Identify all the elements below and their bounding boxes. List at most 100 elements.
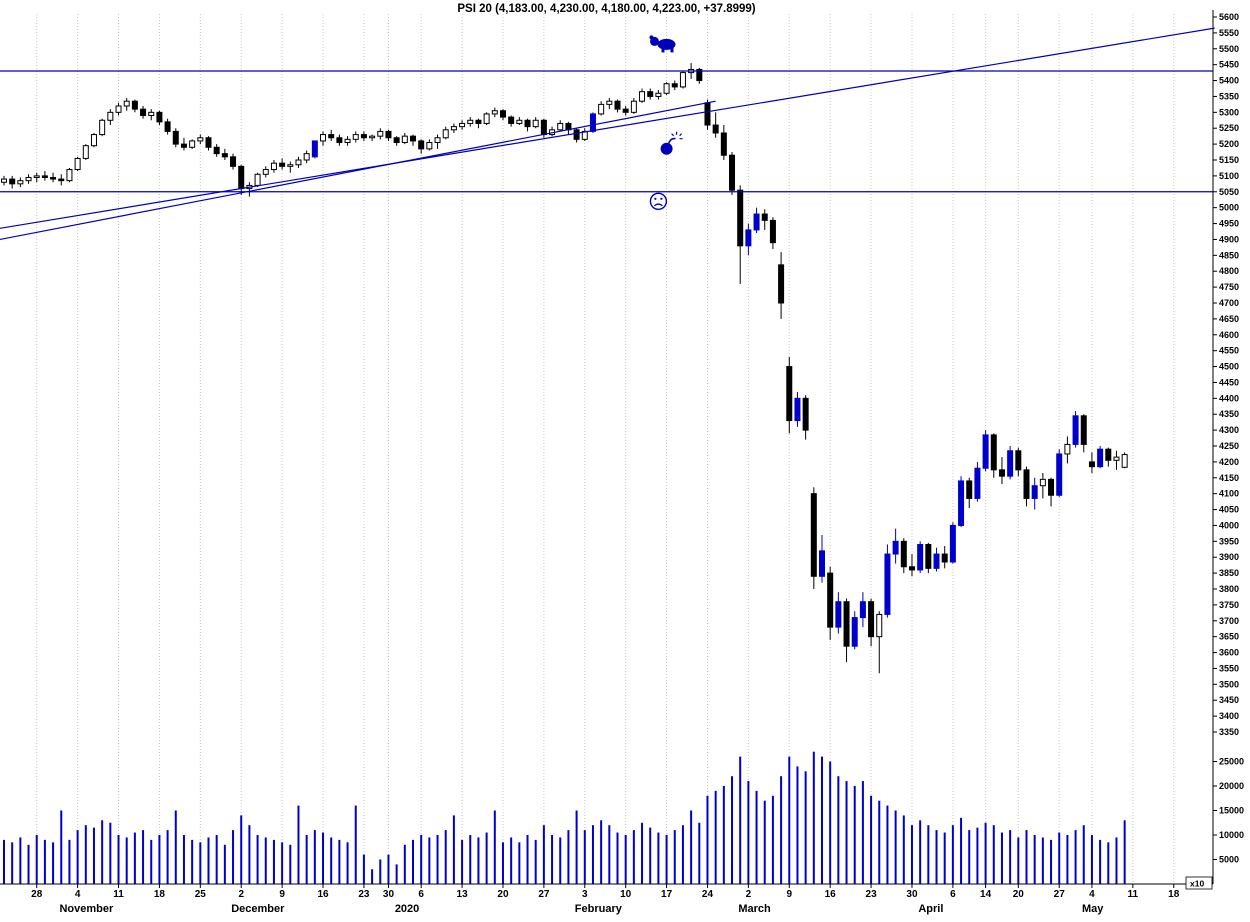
volume-bar	[281, 842, 284, 884]
volume-scale-box	[1185, 876, 1213, 890]
volume-bar	[3, 839, 5, 884]
x-axis-label: 6	[950, 889, 956, 900]
candle	[892, 528, 899, 564]
volume-scale-label: x10	[1190, 879, 1204, 889]
candle	[769, 217, 776, 249]
x-axis-label: 17	[661, 889, 673, 900]
volume-bar	[428, 837, 431, 884]
candle	[287, 161, 294, 173]
candle	[778, 252, 785, 319]
price-axis-label: 4600	[1219, 330, 1239, 340]
x-axis-label: 18	[1168, 889, 1180, 900]
month-label: May	[1082, 903, 1104, 915]
volume-bar	[902, 815, 905, 884]
candle	[50, 172, 57, 183]
price-axis-label: 5550	[1219, 28, 1239, 38]
price-axis-label: 3700	[1219, 616, 1239, 626]
candle	[115, 102, 122, 116]
candle	[908, 554, 915, 577]
candle	[794, 391, 801, 427]
x-axis-label: 30	[906, 889, 918, 900]
price-axis-label: 4150	[1219, 473, 1239, 483]
candle	[532, 117, 539, 129]
candle	[958, 476, 965, 528]
candle	[189, 139, 196, 149]
volume-bar	[886, 805, 889, 884]
x-axis-label: 24	[702, 889, 714, 900]
volume-bar	[1033, 835, 1036, 884]
volume-bar	[501, 842, 504, 884]
candle	[859, 592, 866, 628]
candle	[745, 223, 752, 256]
volume-bar	[829, 761, 832, 884]
candle	[581, 128, 588, 141]
candle	[148, 109, 155, 121]
candle	[475, 118, 482, 129]
volume-bar	[575, 810, 578, 884]
volume-bar	[510, 837, 513, 884]
volume-bar	[616, 832, 619, 884]
x-axis-label: 30	[383, 889, 395, 900]
candle	[450, 123, 457, 133]
volume-bar	[870, 795, 873, 884]
volume-bar	[894, 810, 897, 884]
volume-bar	[272, 839, 275, 884]
price-axis-label: 4050	[1219, 505, 1239, 515]
price-axis-label: 4700	[1219, 298, 1239, 308]
volume-bar	[362, 854, 365, 884]
volume-bar	[747, 781, 750, 884]
volume-bar	[657, 832, 660, 884]
volume-bar	[493, 810, 496, 884]
candle	[524, 118, 531, 132]
candle	[704, 99, 711, 130]
x-axis-label: 4	[1089, 889, 1095, 900]
x-axis-label: 13	[457, 889, 469, 900]
candle	[352, 131, 359, 143]
candle	[671, 80, 678, 91]
price-axis-label: 5000	[1219, 203, 1239, 213]
volume-bar	[608, 825, 611, 884]
volume-bar	[624, 835, 627, 884]
price-axis-label: 4300	[1219, 425, 1239, 435]
volume-bar	[35, 835, 38, 884]
volume-bar	[812, 751, 815, 884]
trendline	[0, 27, 1215, 229]
candle	[786, 357, 793, 434]
candle	[82, 144, 89, 160]
price-axis-label: 4550	[1219, 346, 1239, 356]
volume-bar	[878, 800, 881, 884]
volume-axis-label: 15000	[1219, 806, 1244, 816]
candle	[336, 134, 343, 146]
volume-bar	[935, 830, 938, 884]
volume-bar	[1074, 830, 1077, 884]
volume-bar	[526, 835, 529, 884]
volume-bar	[518, 842, 521, 884]
candle	[598, 101, 605, 116]
price-axis-label: 4450	[1219, 377, 1239, 387]
volume-bar	[240, 815, 243, 884]
volume-bar	[927, 825, 930, 884]
candle	[884, 544, 891, 618]
volume-bar	[379, 859, 382, 884]
price-axis-label: 4400	[1219, 393, 1239, 403]
candle	[851, 611, 858, 650]
x-axis-label: 9	[279, 889, 285, 900]
volume-bar	[322, 832, 325, 884]
volume-bar	[297, 805, 300, 884]
volume-bar	[976, 827, 979, 884]
volume-bar	[403, 844, 406, 884]
candle	[990, 433, 997, 478]
volume-axis-label: 25000	[1219, 757, 1244, 767]
volume-bar	[551, 835, 554, 884]
x-axis-label: 16	[825, 889, 837, 900]
chart-title: PSI 20 (4,183.00, 4,230.00, 4,180.00, 4,…	[457, 3, 756, 15]
price-axis-label: 4850	[1219, 250, 1239, 260]
price-axis-label: 4950	[1219, 219, 1239, 229]
price-axis-label: 4500	[1219, 362, 1239, 372]
x-axis-label: 27	[1054, 889, 1066, 900]
candle	[377, 128, 384, 140]
x-axis-label: 4	[75, 889, 81, 900]
volume-bar	[1058, 832, 1061, 884]
candle	[66, 167, 73, 183]
volume-bar	[191, 839, 194, 884]
